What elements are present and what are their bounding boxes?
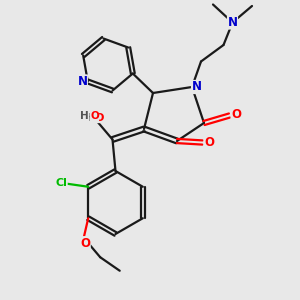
Text: O: O [204, 136, 214, 149]
Text: O: O [80, 237, 90, 250]
Text: H: H [86, 112, 95, 123]
Text: O: O [90, 111, 99, 122]
Text: O: O [95, 112, 104, 123]
Text: N: N [77, 75, 87, 88]
Text: Cl: Cl [55, 178, 67, 188]
Text: N: N [191, 80, 202, 94]
Text: H: H [80, 111, 89, 122]
Text: N: N [227, 16, 238, 29]
Text: O: O [231, 107, 241, 121]
